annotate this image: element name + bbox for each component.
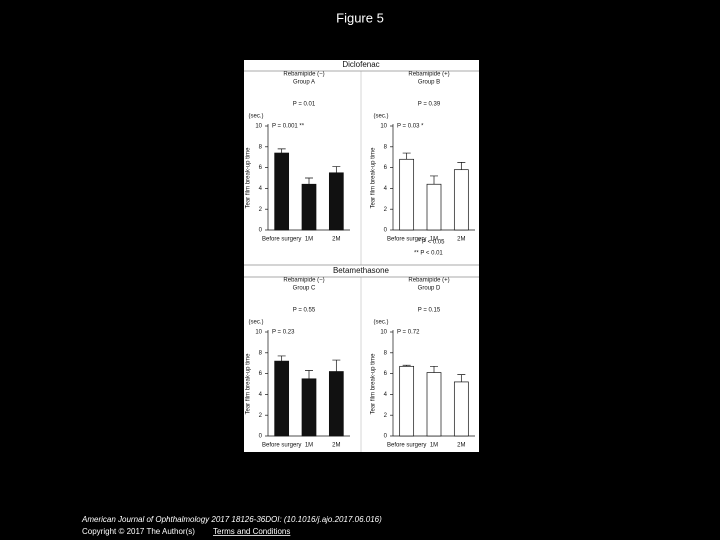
y-tick-label: 4 xyxy=(384,186,388,192)
annotation: P = 0.001 ** xyxy=(272,124,305,130)
error-bar xyxy=(402,152,411,160)
chart-title: Rebamipide (+) xyxy=(408,72,449,78)
y-unit: (sec.) xyxy=(374,114,389,120)
bar xyxy=(399,158,415,231)
error-bar xyxy=(457,374,466,382)
y-tick-label: 4 xyxy=(384,392,388,398)
bar xyxy=(301,378,317,437)
section-label: Betamethasone xyxy=(333,266,390,275)
y-axis-label: Tear film break-up time xyxy=(371,353,377,415)
y-tick-label: 0 xyxy=(259,434,263,440)
x-tick-label: 2M xyxy=(457,443,465,449)
y-tick-label: 2 xyxy=(384,413,388,419)
error-bar xyxy=(277,148,286,154)
error-bar xyxy=(457,162,466,170)
bar xyxy=(426,183,442,231)
annotation: P = 0.72 xyxy=(397,330,420,336)
chart-subtitle: Group A xyxy=(293,80,315,86)
error-bar xyxy=(402,364,411,367)
error-bar xyxy=(430,175,438,185)
slide-title: Figure 5 xyxy=(336,10,384,25)
y-tick-label: 8 xyxy=(384,350,388,356)
bar xyxy=(426,372,442,437)
chart-title: Rebamipide (+) xyxy=(408,278,449,284)
y-unit: (sec.) xyxy=(374,320,389,326)
annotation: P = 0.23 xyxy=(272,330,295,336)
y-tick-label: 6 xyxy=(259,371,263,377)
y-tick-label: 4 xyxy=(259,392,263,398)
x-tick-label: 1M xyxy=(430,237,438,243)
bar xyxy=(453,169,469,231)
x-tick-label: 1M xyxy=(305,443,313,449)
bar xyxy=(453,381,469,437)
chart-subtitle: Group D xyxy=(418,286,441,292)
chart-title: Rebamipide (−) xyxy=(283,278,324,284)
y-tick-label: 6 xyxy=(384,371,388,377)
y-tick-label: 10 xyxy=(380,330,387,336)
y-tick-label: 10 xyxy=(255,330,262,336)
section-label: Diclofenac xyxy=(342,60,379,69)
copyright: Copyright © 2017 The Author(s) xyxy=(82,527,195,536)
error-bar xyxy=(430,365,438,373)
y-tick-label: 8 xyxy=(259,144,263,150)
top-annotation: P = 0.01 xyxy=(293,102,316,108)
bar xyxy=(328,371,344,437)
x-tick-label: Before surgery xyxy=(262,237,301,243)
y-unit: (sec.) xyxy=(249,320,264,326)
y-tick-label: 2 xyxy=(384,207,388,213)
y-tick-label: 2 xyxy=(259,207,263,213)
error-bar xyxy=(305,370,313,379)
chart-title: Rebamipide (−) xyxy=(283,72,324,78)
x-tick-label: Before surgery xyxy=(387,237,426,243)
y-unit: (sec.) xyxy=(249,114,264,120)
y-tick-label: 4 xyxy=(259,186,263,192)
y-tick-label: 0 xyxy=(384,434,388,440)
bar xyxy=(301,183,317,231)
y-axis-label: Tear film break-up time xyxy=(371,147,377,209)
error-bar xyxy=(305,177,313,185)
x-tick-label: 2M xyxy=(332,443,340,449)
x-tick-label: 2M xyxy=(332,237,340,243)
top-annotation: P = 0.55 xyxy=(293,308,316,314)
annotation: P = 0.03 * xyxy=(397,124,424,130)
top-annotation: P = 0.15 xyxy=(418,308,441,314)
bar xyxy=(274,360,290,437)
error-bar xyxy=(332,359,341,372)
y-axis-label: Tear film break-up time xyxy=(246,147,252,209)
legend-entry: ** P < 0.01 xyxy=(414,251,443,257)
chart-subtitle: Group C xyxy=(293,286,316,292)
y-tick-label: 8 xyxy=(259,350,263,356)
bar xyxy=(399,365,415,437)
citation: American Journal of Ophthalmology 2017 1… xyxy=(81,515,382,524)
y-tick-label: 2 xyxy=(259,413,263,419)
error-bar xyxy=(277,355,286,362)
y-axis-label: Tear film break-up time xyxy=(246,353,252,415)
y-tick-label: 0 xyxy=(259,228,263,234)
top-annotation: P = 0.39 xyxy=(418,102,441,108)
error-bar xyxy=(332,166,341,173)
y-tick-label: 6 xyxy=(384,165,388,171)
y-tick-label: 0 xyxy=(384,228,388,234)
bar xyxy=(274,152,290,231)
terms-link[interactable]: Terms and Conditions xyxy=(213,527,290,536)
x-tick-label: 1M xyxy=(305,237,313,243)
y-tick-label: 10 xyxy=(380,124,387,130)
y-tick-label: 6 xyxy=(259,165,263,171)
x-tick-label: 2M xyxy=(457,237,465,243)
y-tick-label: 10 xyxy=(255,124,262,130)
x-tick-label: 1M xyxy=(430,443,438,449)
bar xyxy=(328,172,344,231)
y-tick-label: 8 xyxy=(384,144,388,150)
legend-entry: * P < 0.05 xyxy=(418,240,445,246)
x-tick-label: Before surgery xyxy=(262,443,301,449)
x-tick-label: Before surgery xyxy=(387,443,426,449)
chart-subtitle: Group B xyxy=(418,80,440,86)
